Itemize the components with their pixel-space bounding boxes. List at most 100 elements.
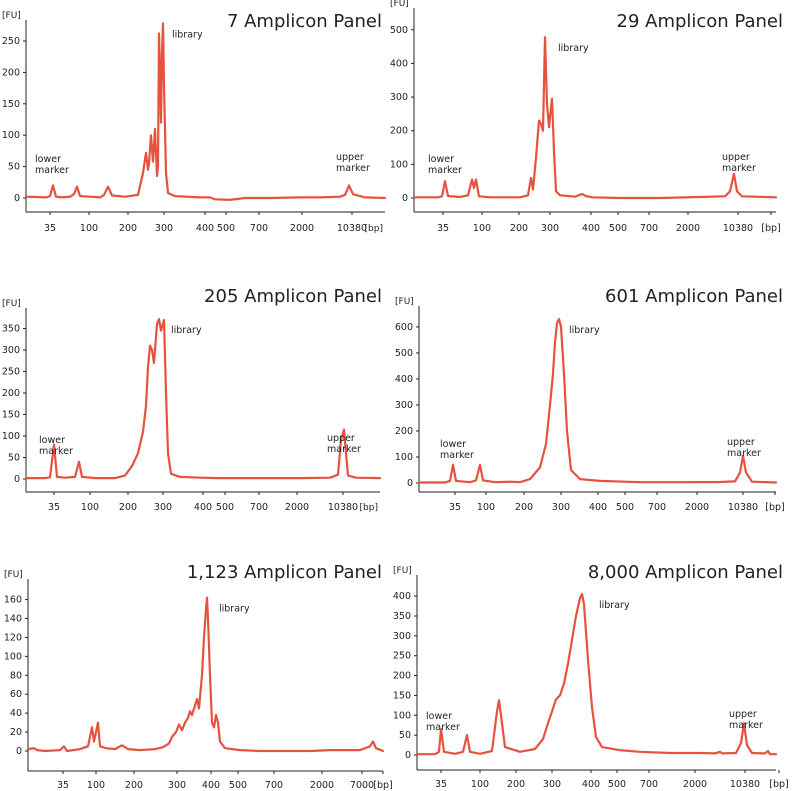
y-tick-label: 250 (2, 36, 20, 47)
x-tick-label: 300 (154, 502, 172, 513)
x-tick-label: 500 (616, 502, 634, 513)
x-tick-label: 700 (250, 502, 268, 513)
x-tick-label: 7000 (350, 780, 374, 791)
x-tick-label: 10380 (728, 502, 758, 513)
x-tick-label: 100 (471, 779, 489, 790)
x-tick-label: 500 (217, 223, 235, 234)
library-label: library (171, 325, 202, 336)
x-tick-label: 100 (81, 502, 99, 513)
y-tick-label: 500 (395, 348, 413, 359)
x-tick-label: 35 (48, 502, 60, 513)
x-tick-label: 200 (119, 502, 137, 513)
y-tick-label: 400 (395, 374, 413, 385)
x-tick-label: 400 (202, 780, 220, 791)
x-tick-label: 400 (582, 779, 600, 790)
trace-line (417, 318, 778, 484)
y-tick-label: 100 (390, 159, 408, 170)
x-tick-label: 35 (437, 223, 449, 234)
lower-marker-label: lower marker (39, 435, 73, 457)
chart-panel: 7 Amplicon Panel [FU] 0 50 100 150 200 250 35 100… (2, 11, 387, 234)
y-tick-label: 150 (2, 410, 20, 421)
x-tick-label: 200 (125, 780, 143, 791)
chart-panel: 29 Amplicon Panel [FU] 0 100 200 300 400 500 35 1… (390, 0, 783, 234)
x-tick-label: 35 (435, 779, 447, 790)
x-tick-label: 35 (57, 780, 69, 791)
y-tick-label: 300 (395, 400, 413, 411)
x-tick-label: 300 (168, 780, 186, 791)
x-tick-label: 700 (265, 780, 283, 791)
chart-panel: 205 Amplicon Panel [FU] 0 50 100 150 200 250 300… (2, 286, 382, 513)
y-tick-label: 200 (2, 388, 20, 399)
y-axis-unit: [FU] (395, 297, 414, 307)
chart-panel: 8,000 Amplicon Panel [FU] 0 50 100 150 200 250 3… (393, 562, 789, 790)
x-tick-label: [bp] (765, 502, 784, 513)
chart-title: 8,000 Amplicon Panel (588, 562, 783, 583)
chart-panel: 601 Amplicon Panel [FU] 0 100 200 300 400 500 60… (395, 286, 785, 513)
x-tick-label: 700 (250, 223, 268, 234)
lower-marker-label: lower marker (440, 439, 474, 461)
x-tick-label: 35 (44, 223, 56, 234)
trace-line (24, 22, 387, 201)
x-tick-label: 2000 (685, 502, 709, 513)
x-tick-label: 200 (515, 502, 533, 513)
lower-marker-label: lower marker (426, 711, 460, 733)
x-tick-label: 10380 (723, 223, 753, 234)
upper-marker-label: upper marker (722, 152, 756, 174)
x-tick-label: 200 (119, 223, 137, 234)
x-tick-label: 100 (80, 223, 98, 234)
x-tick-label: 700 (640, 223, 658, 234)
lower-marker-label: lower marker (35, 154, 69, 176)
y-tick-label: 200 (395, 426, 413, 437)
y-tick-label: 50 (8, 162, 20, 173)
y-tick-label: 100 (393, 710, 411, 721)
y-tick-label: 140 (4, 614, 22, 625)
upper-marker-label: upper marker (327, 433, 361, 455)
trace-line (412, 36, 778, 200)
y-tick-label: 350 (2, 324, 20, 335)
x-tick-label: 700 (648, 502, 666, 513)
x-tick-label: 2000 (676, 223, 700, 234)
y-axis-unit: [FU] (390, 0, 409, 9)
y-tick-label: 0 (405, 750, 411, 761)
y-tick-label: 0 (407, 478, 413, 489)
y-tick-label: 200 (393, 671, 411, 682)
x-tick-label: 400 (589, 502, 607, 513)
x-tick-label: 300 (541, 223, 559, 234)
y-tick-label: 400 (393, 591, 411, 602)
x-tick-label: 2000 (285, 502, 309, 513)
x-tick-label: 100 (87, 780, 105, 791)
y-tick-label: 50 (399, 730, 411, 741)
upper-marker-label: upper marker (336, 152, 370, 174)
x-tick-label: 10380 (730, 779, 760, 790)
x-tick-label: 500 (229, 780, 247, 791)
y-tick-label: 60 (10, 689, 22, 700)
y-tick-label: 100 (2, 130, 20, 141)
y-tick-label: 100 (395, 452, 413, 463)
x-tick-label: 300 (155, 223, 173, 234)
x-tick-label: 500 (608, 779, 626, 790)
y-tick-label: 300 (2, 345, 20, 356)
x-tick-label: 300 (552, 502, 570, 513)
y-tick-label: 0 (14, 474, 20, 485)
x-tick-label: 2000 (290, 223, 314, 234)
chart-title: 601 Amplicon Panel (605, 286, 783, 307)
chart-title: 29 Amplicon Panel (617, 11, 784, 32)
trace-line (415, 592, 778, 756)
y-tick-label: 0 (16, 746, 22, 757)
y-tick-label: 250 (2, 367, 20, 378)
y-axis-unit: [FU] (393, 566, 412, 576)
x-tick-label: 35 (449, 502, 461, 513)
lower-marker-label: lower marker (428, 154, 462, 176)
x-tick-label: 500 (609, 223, 627, 234)
upper-marker-label: upper marker (727, 437, 761, 459)
y-tick-label: 300 (393, 631, 411, 642)
y-tick-label: 400 (390, 58, 408, 69)
y-tick-label: 0 (14, 193, 20, 204)
x-tick-label: 300 (543, 779, 561, 790)
chart-title: 205 Amplicon Panel (204, 286, 382, 307)
y-tick-label: 300 (390, 92, 408, 103)
x-tick-label: [bp] (373, 780, 392, 791)
y-tick-label: 0 (402, 193, 408, 204)
y-tick-label: 100 (2, 431, 20, 442)
